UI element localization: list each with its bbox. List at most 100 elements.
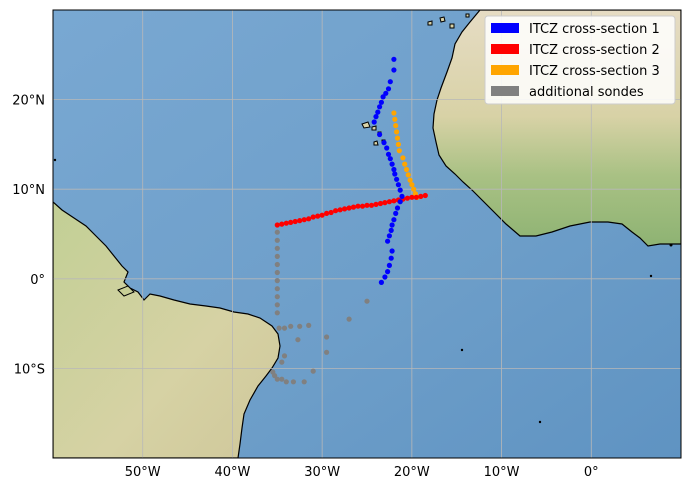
gridlines — [53, 10, 681, 458]
sonde-point — [324, 349, 330, 355]
lon-tick-label: 0° — [584, 465, 599, 480]
axis-tick-labels: 50°W 40°W 30°W 20°W 10°W 0° 20°N 10°N 0° 10°S — [12, 94, 598, 480]
sonde-point — [279, 376, 285, 382]
lon-tick-label: 20°W — [394, 465, 430, 480]
sonde-point — [301, 379, 307, 385]
sonde-point — [364, 298, 370, 304]
sonde-point — [301, 217, 307, 223]
sonde-point — [389, 161, 395, 167]
sonde-point — [310, 214, 316, 220]
sonde-points — [270, 56, 428, 385]
legend: ITCZ cross-section 1 ITCZ cross-section … — [484, 15, 676, 105]
canary-islands — [427, 13, 470, 29]
sonde-point — [403, 166, 410, 173]
sonde-point — [389, 248, 395, 254]
sonde-point — [418, 193, 424, 199]
sonde-point — [315, 213, 321, 219]
sonde-point — [288, 219, 294, 225]
lon-tick-label: 50°W — [125, 465, 161, 480]
sonde-point — [391, 56, 397, 62]
legend-swatch — [491, 23, 519, 33]
sonde-point — [272, 373, 278, 379]
sonde-point — [391, 67, 397, 73]
lon-tick-label: 40°W — [214, 465, 250, 480]
sonde-point — [378, 99, 384, 105]
sonde-point — [386, 262, 392, 268]
sonde-point — [290, 379, 296, 385]
sonde-point — [274, 245, 280, 251]
legend-label: ITCZ cross-section 3 — [529, 64, 660, 79]
sonde-point — [377, 131, 383, 138]
sonde-point — [385, 269, 391, 275]
lat-tick-label: 10°S — [14, 362, 45, 377]
sonde-point — [283, 220, 289, 226]
legend-swatch — [491, 86, 519, 96]
sonde-point — [276, 325, 282, 331]
sonde-point — [371, 119, 377, 125]
sonde-point — [333, 208, 339, 214]
sonde-point — [306, 216, 312, 222]
sonde-point — [388, 227, 394, 233]
sonde-point — [394, 129, 400, 135]
sonde-point — [324, 334, 330, 340]
sonde-point — [274, 286, 280, 292]
sonde-point — [391, 217, 397, 223]
sonde-point — [297, 218, 303, 224]
sonde-point — [378, 279, 384, 285]
sonde-point — [385, 238, 391, 244]
sonde-point — [396, 148, 402, 154]
sonde-point — [274, 261, 280, 268]
sonde-point — [368, 202, 375, 208]
lon-tick-label: 10°W — [484, 465, 520, 480]
sonde-point — [385, 151, 392, 157]
sonde-point — [328, 209, 334, 216]
sonde-point — [386, 233, 392, 239]
sonde-point — [400, 155, 406, 161]
sonde-point — [394, 205, 401, 211]
legend-label: ITCZ cross-section 1 — [529, 22, 660, 37]
sonde-point — [388, 255, 394, 261]
sonde-point — [387, 156, 393, 162]
sonde-point — [392, 116, 398, 122]
sonde-point — [405, 172, 411, 178]
sonde-point — [281, 353, 288, 359]
sonde-point — [391, 110, 397, 116]
sonde-point — [274, 302, 280, 308]
legend-label: ITCZ cross-section 2 — [529, 43, 660, 58]
sonde-point — [324, 210, 330, 216]
sonde-point — [404, 195, 410, 201]
sonde-point — [319, 212, 325, 218]
sonde-point — [306, 322, 312, 328]
sonde-point — [391, 198, 397, 204]
sonde-point — [391, 166, 397, 173]
sonde-point — [297, 323, 303, 329]
sonde-point — [281, 325, 288, 331]
sonde-point — [422, 192, 428, 199]
sonde-point — [274, 294, 280, 300]
sonde-point — [346, 316, 352, 322]
sonde-point — [387, 79, 393, 85]
sonde-point — [411, 186, 417, 192]
sonde-point — [384, 145, 390, 151]
sonde-point — [274, 253, 280, 259]
sonde-point — [350, 204, 357, 210]
sonde-point — [279, 221, 285, 227]
sonde-point — [402, 161, 408, 167]
legend-entry: ITCZ cross-section 1 — [491, 22, 660, 37]
sonde-point — [413, 194, 419, 200]
sonde-point — [274, 222, 280, 228]
sonde-point — [295, 337, 301, 343]
sonde-point — [385, 86, 392, 92]
legend-box — [484, 15, 676, 105]
lat-tick-label: 0° — [30, 273, 45, 288]
legend-entry: ITCZ cross-section 3 — [491, 64, 660, 79]
sonde-point — [274, 310, 280, 316]
sonde-point — [274, 269, 280, 276]
sonde-point — [373, 114, 379, 120]
sonde-point — [409, 182, 415, 188]
sonde-point — [288, 323, 294, 329]
legend-swatch — [491, 44, 519, 54]
sonde-point — [355, 203, 361, 209]
sonde-point — [399, 193, 405, 199]
sonde-point — [337, 207, 343, 213]
